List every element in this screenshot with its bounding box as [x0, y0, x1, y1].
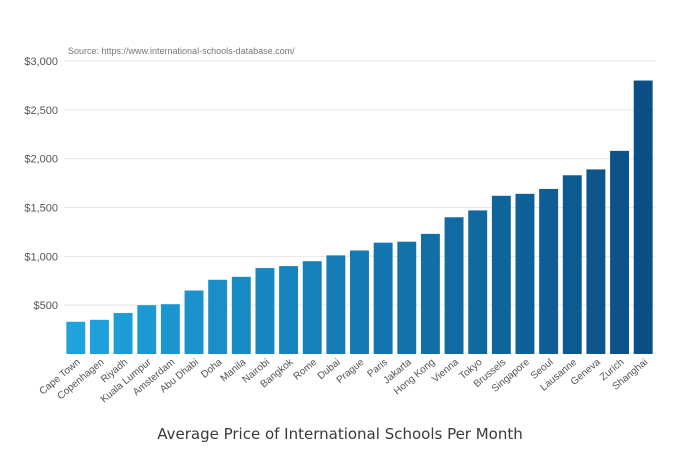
bar	[586, 169, 606, 354]
bar	[208, 279, 228, 354]
bar	[279, 266, 299, 354]
bar	[184, 290, 204, 354]
bar	[444, 217, 464, 354]
y-tick-label: $2,500	[24, 105, 58, 117]
y-tick-label: $500	[34, 300, 58, 312]
y-tick-label: $2,000	[24, 154, 58, 166]
bar	[302, 261, 322, 354]
bar	[633, 80, 653, 355]
bar	[562, 175, 582, 354]
bar	[397, 241, 417, 354]
bar	[137, 305, 157, 354]
chart-source: Source: https://www.international-school…	[68, 46, 295, 56]
y-tick-label: $1,500	[24, 203, 58, 215]
bar	[420, 233, 440, 354]
y-axis-ticks: $500 $1,000 $1,500 $2,000 $2,500 $3,000	[24, 56, 58, 312]
bar	[66, 321, 86, 354]
bars	[66, 80, 653, 355]
bar	[515, 193, 535, 354]
y-tick-label: $3,000	[24, 56, 58, 68]
chart-title: Average Price of International Schools P…	[157, 425, 523, 443]
bar	[113, 312, 133, 354]
bar	[491, 195, 511, 354]
bar	[160, 304, 180, 354]
bar	[468, 210, 488, 354]
x-category-label: Prague	[335, 357, 367, 386]
bar	[326, 255, 346, 354]
bar	[610, 150, 629, 354]
bar	[539, 188, 559, 354]
x-category-label: Vienna	[430, 357, 461, 386]
x-category-label: Rome	[292, 357, 320, 383]
y-tick-label: $1,000	[24, 251, 58, 263]
bar	[373, 242, 393, 354]
bar	[90, 319, 109, 354]
bar	[231, 276, 251, 354]
bar	[255, 268, 275, 354]
bar	[350, 250, 369, 354]
